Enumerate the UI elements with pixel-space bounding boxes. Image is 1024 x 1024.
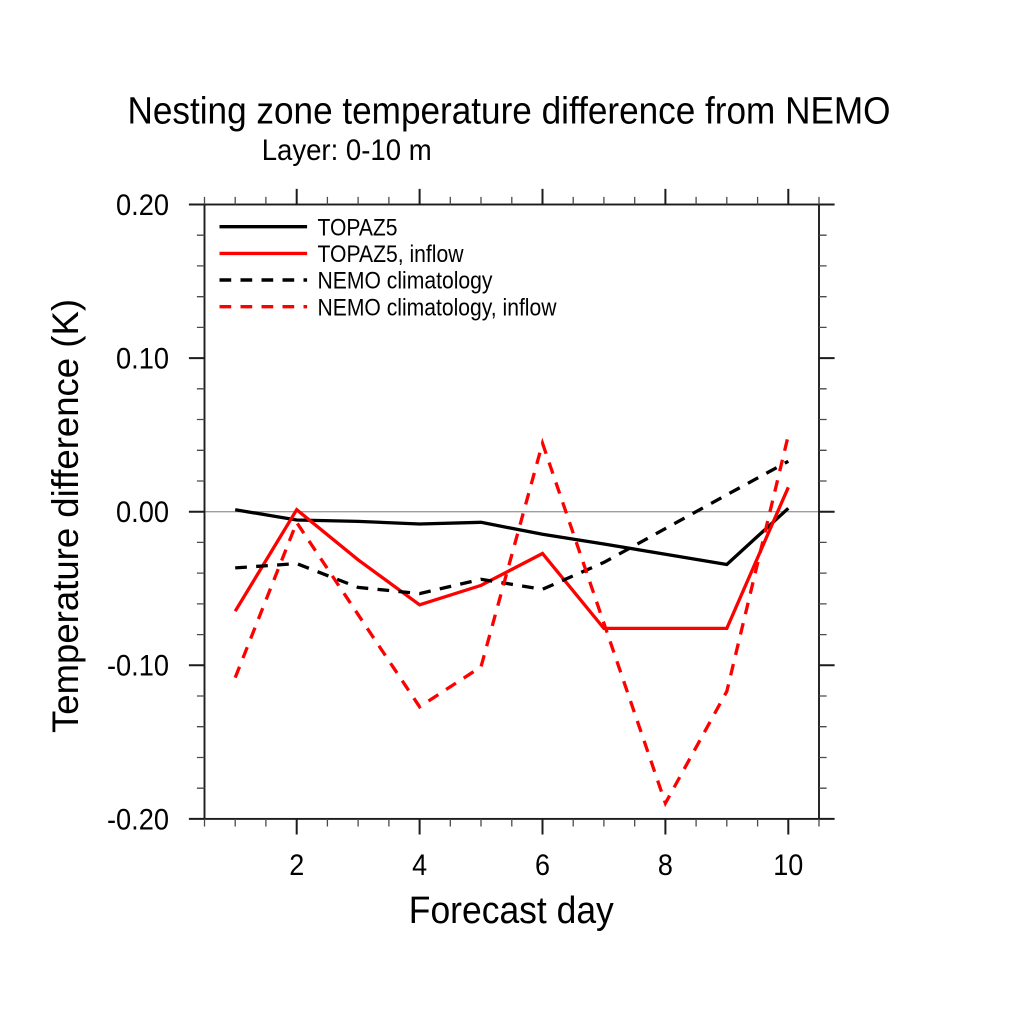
svg-text:Forecast day: Forecast day xyxy=(409,890,614,932)
svg-text:6: 6 xyxy=(535,849,550,882)
svg-text:TOPAZ5: TOPAZ5 xyxy=(318,214,398,241)
svg-text:-0.20: -0.20 xyxy=(107,803,169,836)
svg-text:-0.10: -0.10 xyxy=(107,650,169,683)
svg-text:8: 8 xyxy=(658,849,673,882)
svg-text:0.00: 0.00 xyxy=(116,496,169,529)
svg-text:10: 10 xyxy=(773,849,803,882)
svg-text:TOPAZ5, inflow: TOPAZ5, inflow xyxy=(318,241,465,268)
svg-text:NEMO climatology, inflow: NEMO climatology, inflow xyxy=(318,294,558,321)
svg-text:Layer: 0-10 m: Layer: 0-10 m xyxy=(262,134,432,167)
svg-text:0.20: 0.20 xyxy=(116,189,169,222)
svg-text:2: 2 xyxy=(289,849,304,882)
svg-text:NEMO climatology: NEMO climatology xyxy=(318,268,493,295)
svg-text:Nesting zone temperature diffe: Nesting zone temperature difference from… xyxy=(128,91,891,133)
svg-text:0.10: 0.10 xyxy=(116,343,169,376)
svg-text:Temperature difference (K): Temperature difference (K) xyxy=(45,299,86,733)
svg-text:4: 4 xyxy=(412,849,427,882)
